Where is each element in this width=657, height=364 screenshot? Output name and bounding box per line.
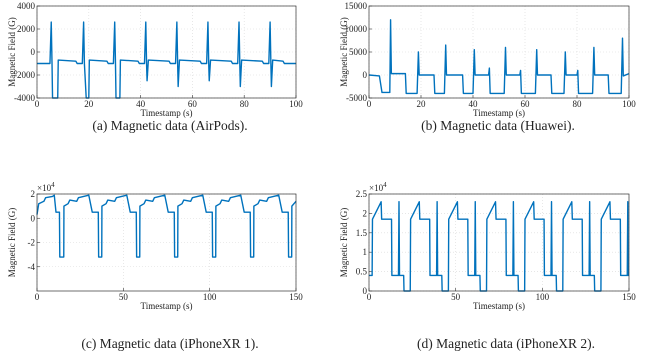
x-axis-label: Timestamp (s) bbox=[473, 301, 525, 311]
x-tick-label: 60 bbox=[188, 99, 198, 109]
y-tick-label: 10000 bbox=[345, 24, 368, 34]
caption: (b) Magnetic data (Huawei). bbox=[421, 118, 575, 133]
x-tick-label: 0 bbox=[367, 99, 372, 109]
x-tick-label: 0 bbox=[35, 292, 40, 302]
y-tick-label: -2 bbox=[28, 238, 36, 248]
y-multiplier: ×104 bbox=[369, 181, 387, 193]
data-line bbox=[369, 201, 630, 292]
y-multiplier: ×104 bbox=[37, 181, 55, 193]
y-tick-label: 0 bbox=[31, 213, 36, 223]
y-tick-label: 0 bbox=[31, 47, 36, 57]
y-axis-label: Magnetic Field (G) bbox=[7, 17, 17, 86]
x-tick-label: 150 bbox=[622, 292, 636, 302]
y-tick-label: 2.5 bbox=[356, 189, 368, 199]
y-tick-label: 2000 bbox=[17, 24, 36, 34]
x-tick-label: 60 bbox=[521, 99, 531, 109]
y-tick-label: 2 bbox=[363, 208, 368, 218]
x-axis-label: Timestamp (s) bbox=[473, 108, 525, 118]
x-tick-label: 20 bbox=[417, 99, 427, 109]
y-tick-label: 1.5 bbox=[356, 228, 368, 238]
x-tick-label: 50 bbox=[451, 292, 461, 302]
y-tick-label: 2 bbox=[31, 189, 36, 199]
y-tick-label: 0 bbox=[363, 70, 368, 80]
y-multiplier-exp: 4 bbox=[51, 181, 55, 189]
y-tick-label: -4 bbox=[28, 262, 36, 272]
x-axis-label: Timestamp (s) bbox=[141, 108, 193, 118]
y-tick-label: -4000 bbox=[14, 93, 35, 103]
data-line bbox=[36, 194, 297, 258]
y-tick-label: 1 bbox=[363, 247, 368, 257]
x-tick-label: 50 bbox=[119, 292, 129, 302]
x-tick-label: 80 bbox=[573, 99, 583, 109]
x-tick-label: 100 bbox=[536, 292, 550, 302]
y-axis-label: Magnetic Field (G) bbox=[7, 208, 17, 277]
x-tick-label: 0 bbox=[367, 292, 372, 302]
x-tick-label: 20 bbox=[84, 99, 94, 109]
y-tick-label: 4000 bbox=[17, 1, 36, 11]
axes-box bbox=[368, 5, 630, 99]
x-tick-label: 100 bbox=[622, 99, 636, 109]
x-tick-label: 40 bbox=[469, 99, 479, 109]
x-tick-label: 100 bbox=[289, 99, 303, 109]
y-tick-label: -2000 bbox=[14, 70, 35, 80]
x-tick-label: 0 bbox=[35, 99, 40, 109]
axes-box bbox=[36, 193, 297, 292]
data-line bbox=[368, 19, 630, 95]
y-tick-label: 5000 bbox=[349, 47, 368, 57]
caption: (a) Magnetic data (AirPods). bbox=[92, 118, 247, 133]
caption: (c) Magnetic data (iPhoneXR 1). bbox=[81, 336, 258, 351]
y-axis-label: Magnetic Field (G) bbox=[339, 17, 349, 86]
y-tick-label: 0.5 bbox=[356, 267, 368, 277]
x-tick-label: 100 bbox=[203, 292, 217, 302]
y-multiplier-base: ×10 bbox=[37, 183, 52, 193]
data-line bbox=[37, 21, 296, 99]
caption: (d) Magnetic data (iPhoneXR 2). bbox=[417, 336, 595, 351]
y-multiplier-exp: 4 bbox=[383, 181, 387, 189]
y-multiplier-base: ×10 bbox=[369, 183, 384, 193]
y-tick-label: 0 bbox=[363, 286, 368, 296]
y-tick-label: 15000 bbox=[345, 1, 368, 11]
y-tick-label: -5000 bbox=[346, 93, 367, 103]
x-tick-label: 80 bbox=[240, 99, 250, 109]
x-axis-label: Timestamp (s) bbox=[141, 301, 193, 311]
x-tick-label: 150 bbox=[289, 292, 303, 302]
axes-box bbox=[368, 193, 630, 292]
y-axis-label: Magnetic Field (G) bbox=[339, 208, 349, 277]
axes-box bbox=[36, 5, 297, 99]
x-tick-label: 40 bbox=[136, 99, 146, 109]
